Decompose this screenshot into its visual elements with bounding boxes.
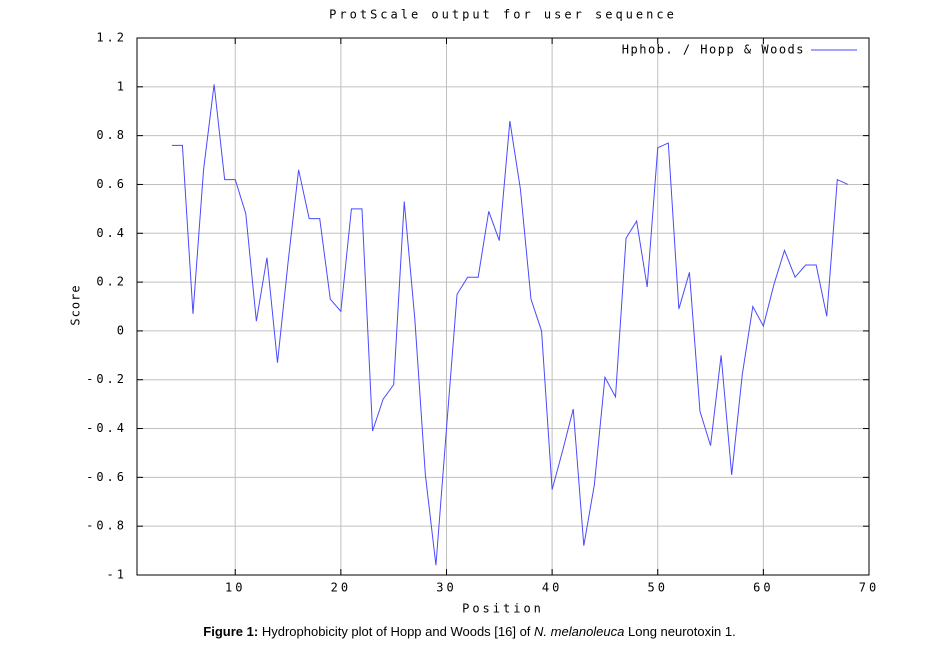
- chart-title: ProtScale output for user sequence: [329, 8, 677, 22]
- caption-species: N. melanoleuca: [534, 624, 625, 639]
- y-tick-label: -0.2: [86, 372, 127, 386]
- y-tick-label: 0: [117, 323, 127, 337]
- caption-text: Hydrophobicity plot of Hopp and Woods [1…: [261, 624, 531, 639]
- x-tick-label: 50: [648, 581, 668, 595]
- y-tick-label: -0.4: [86, 421, 127, 435]
- y-axis-label: Score: [69, 284, 83, 325]
- y-tick-label: 0.4: [96, 226, 127, 240]
- y-tick-label: -1: [107, 568, 127, 582]
- x-tick-label: 30: [436, 581, 456, 595]
- legend-label: Hphob. / Hopp & Woods: [622, 43, 805, 57]
- y-tick-label: 0.2: [96, 275, 127, 289]
- caption-label: Figure 1:: [203, 624, 259, 639]
- chart: ProtScale output for user sequence Posit…: [69, 8, 879, 616]
- x-tick-label: 40: [542, 581, 562, 595]
- caption-text: Long neurotoxin 1.: [628, 624, 736, 639]
- x-tick-label: 10: [225, 581, 245, 595]
- y-tick-label: 0.6: [96, 177, 127, 191]
- x-tick-label: 60: [753, 581, 773, 595]
- y-tick-label: -0.8: [86, 519, 127, 533]
- x-axis-label: Position: [462, 602, 544, 616]
- y-tick-label: -0.6: [86, 470, 127, 484]
- y-tick-label: 1: [117, 79, 127, 93]
- plot-frame: [136, 37, 870, 576]
- x-tick-label: 20: [331, 581, 351, 595]
- y-tick-label: 1.2: [96, 31, 127, 45]
- y-tick-label: 0.8: [96, 128, 127, 142]
- data-line: [171, 84, 849, 566]
- x-tick-label: 70: [859, 581, 879, 595]
- caption: Figure 1: Hydrophobicity plot of Hopp an…: [0, 624, 939, 639]
